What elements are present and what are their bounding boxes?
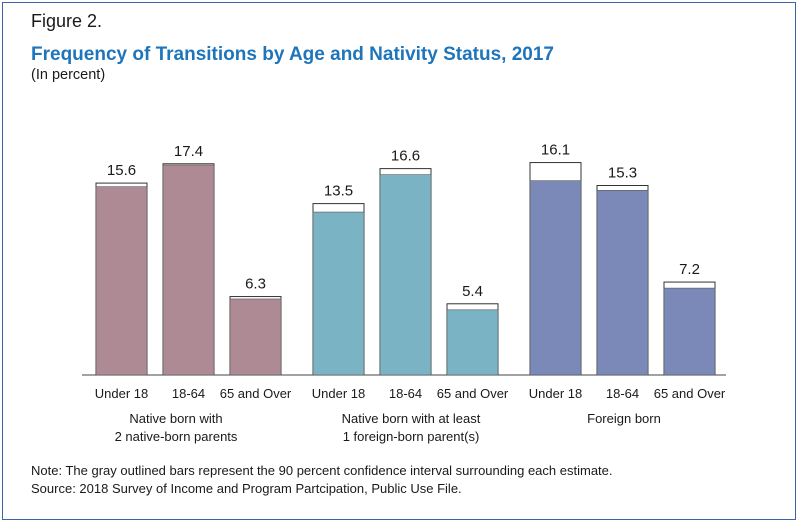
bar [663,287,716,376]
group-label: Native born with at least [342,411,481,426]
data-label: 16.6 [391,148,420,165]
chart-subtitle: (In percent) [31,67,106,83]
chart-title: Frequency of Transitions by Age and Nati… [31,44,554,65]
bar [379,174,432,376]
data-label: 6.3 [245,276,266,293]
tick-label: 18-64 [172,386,205,401]
bar [446,309,499,376]
group-label: 2 native-born parents [115,429,238,444]
bar [95,186,148,376]
data-label: 13.5 [324,183,353,200]
tick-label: Under 18 [529,386,582,401]
group-label: Native born with [129,411,222,426]
data-label: 15.3 [608,165,637,182]
figure-label: Figure 2. [31,11,103,31]
data-label: 5.4 [462,283,483,300]
bar [162,164,215,376]
chart-footnote: Note: The gray outlined bars represent t… [31,462,613,498]
bar [312,211,365,376]
tick-label: 65 and Over [654,386,726,401]
group-label: 1 foreign-born parent(s) [343,429,480,444]
source-text: Source: 2018 Survey of Income and Progra… [31,481,462,496]
tick-label: 65 and Over [220,386,292,401]
tick-label: 18-64 [389,386,422,401]
data-label: 7.2 [679,261,700,278]
tick-label: Under 18 [312,386,365,401]
bar [529,180,582,376]
tick-label: 18-64 [606,386,639,401]
data-label: 17.4 [174,143,203,160]
bar [229,298,282,376]
tick-label: Under 18 [95,386,148,401]
data-label: 15.6 [107,162,136,179]
data-label: 16.1 [541,142,570,159]
tick-label: 65 and Over [437,386,509,401]
bar [596,190,649,376]
group-label: Foreign born [587,411,661,426]
note-text: Note: The gray outlined bars represent t… [31,463,613,478]
